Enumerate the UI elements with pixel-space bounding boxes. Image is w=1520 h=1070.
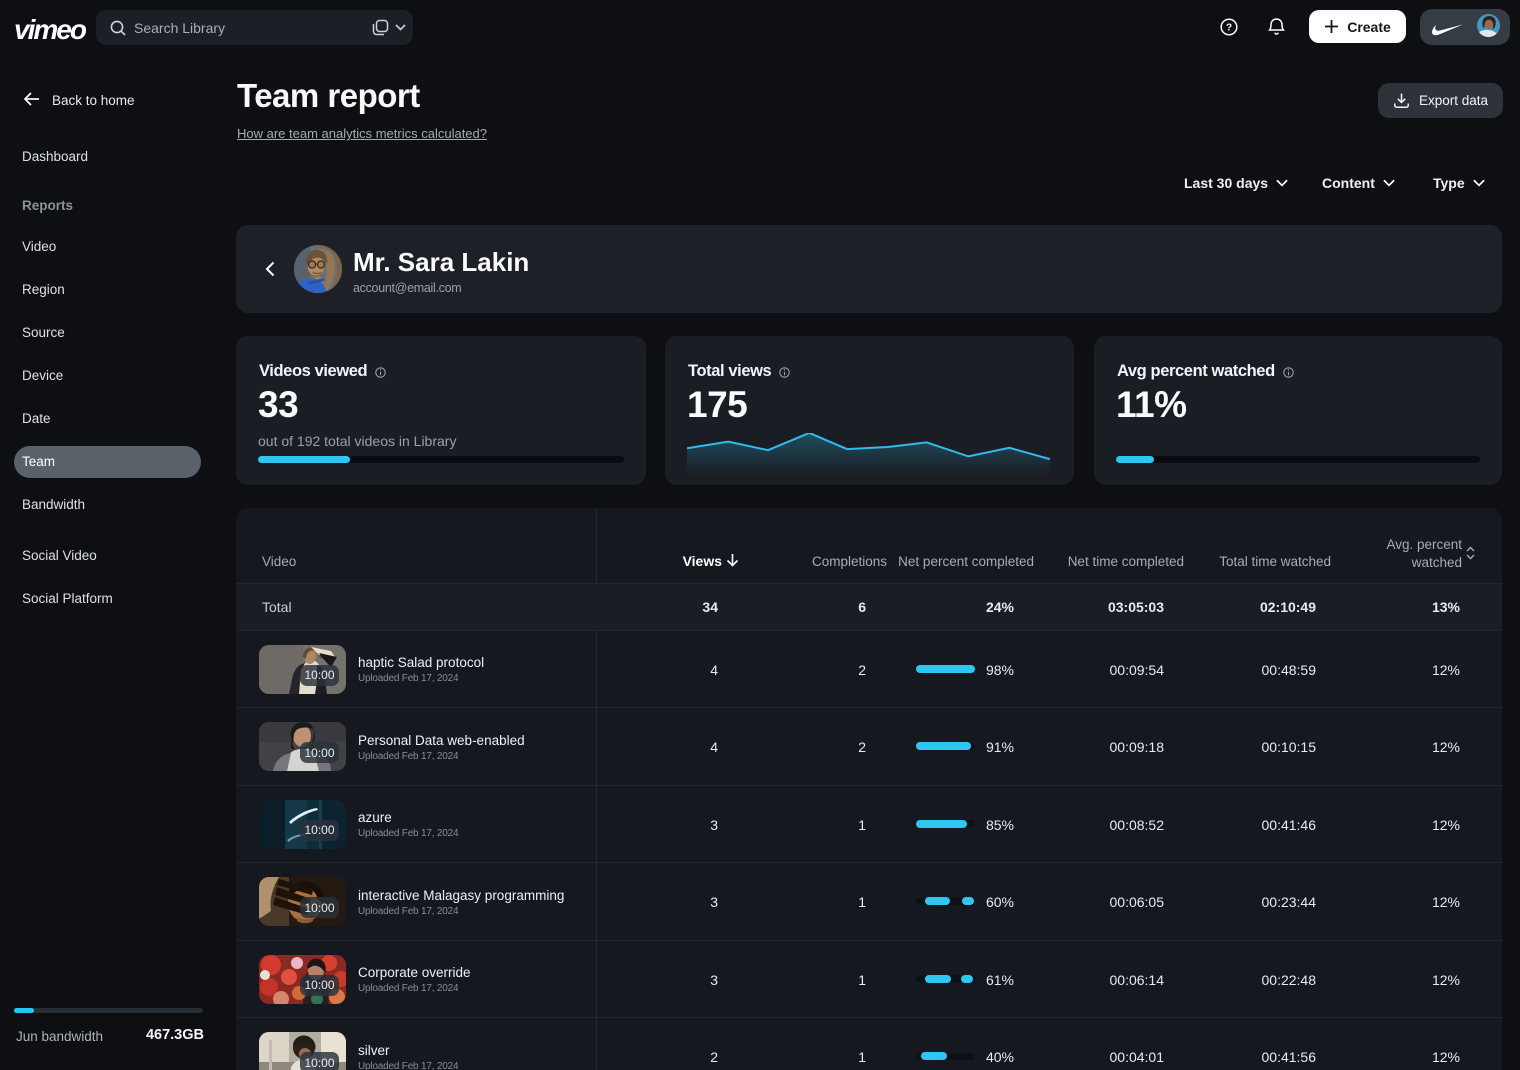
svg-text:?: ? xyxy=(1226,23,1232,34)
